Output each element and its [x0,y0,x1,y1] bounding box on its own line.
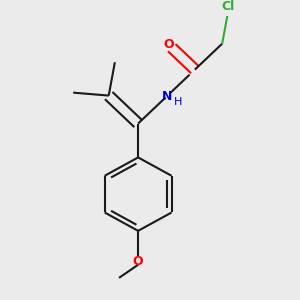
Text: O: O [164,38,174,51]
Text: Cl: Cl [221,0,235,13]
Text: O: O [133,255,143,268]
Text: N: N [162,90,172,103]
Text: H: H [174,97,182,107]
